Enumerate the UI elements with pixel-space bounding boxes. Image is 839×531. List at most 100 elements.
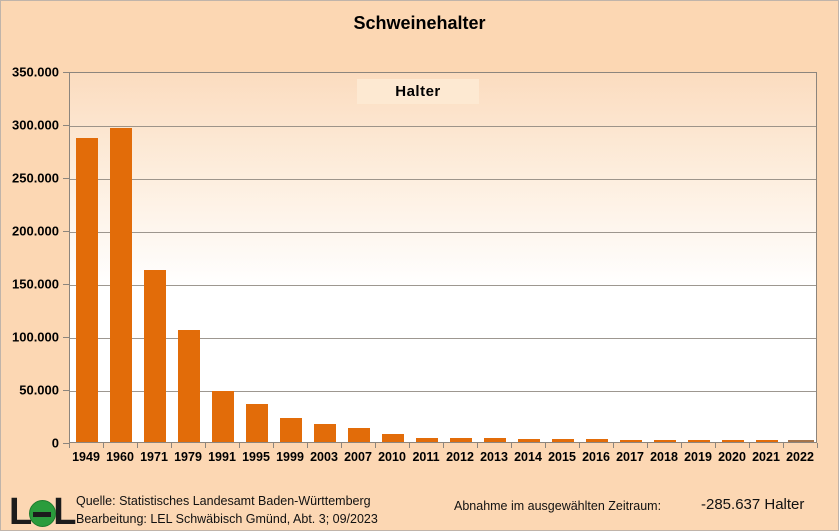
logo-letter-l2: L (53, 490, 77, 531)
bar-2015 (552, 439, 574, 442)
bar-2017 (620, 440, 642, 442)
x-label-1971: 1971 (140, 450, 168, 464)
x-tick (443, 443, 444, 448)
bar-2003 (314, 424, 336, 442)
x-tick (69, 443, 70, 448)
y-tick (63, 125, 69, 126)
bar-2011 (416, 438, 438, 442)
bar-1999 (280, 418, 302, 442)
x-tick (749, 443, 750, 448)
x-label-1979: 1979 (174, 450, 202, 464)
x-tick (715, 443, 716, 448)
y-label-250.000: 250.000 (12, 170, 59, 186)
bar-1979 (178, 330, 200, 442)
y-label-100.000: 100.000 (12, 329, 59, 345)
lel-logo: L L (9, 490, 77, 531)
bar-2014 (518, 439, 540, 442)
bar-2007 (348, 428, 370, 442)
y-tick (63, 337, 69, 338)
change-label: Abnahme im ausgewählten Zeitraum: (454, 499, 662, 513)
gridline-250000 (70, 179, 816, 180)
logo-e-icon (29, 500, 57, 527)
x-label-2003: 2003 (310, 450, 338, 464)
x-tick (545, 443, 546, 448)
y-label-300.000: 300.000 (12, 117, 59, 133)
x-label-2021: 2021 (752, 450, 780, 464)
bar-2021 (756, 440, 778, 442)
bar-1960 (110, 128, 132, 442)
gridline-100000 (70, 338, 816, 339)
bar-1991 (212, 391, 234, 442)
legend: Halter (357, 79, 479, 104)
y-tick (63, 443, 69, 444)
x-label-2016: 2016 (582, 450, 610, 464)
bar-2020 (722, 440, 744, 442)
x-tick (273, 443, 274, 448)
y-tick (63, 284, 69, 285)
gridline-300000 (70, 126, 816, 127)
x-label-2010: 2010 (378, 450, 406, 464)
x-label-2007: 2007 (344, 450, 372, 464)
bar-1949 (76, 138, 98, 442)
x-label-1960: 1960 (106, 450, 134, 464)
x-tick (307, 443, 308, 448)
y-tick (63, 72, 69, 73)
y-label-350.000: 350.000 (12, 64, 59, 80)
x-tick (137, 443, 138, 448)
y-tick (63, 231, 69, 232)
y-label-150.000: 150.000 (12, 276, 59, 292)
x-label-2011: 2011 (412, 450, 440, 464)
gridline-150000 (70, 285, 816, 286)
y-tick (63, 390, 69, 391)
x-tick (103, 443, 104, 448)
x-label-2022: 2022 (786, 450, 814, 464)
x-tick (171, 443, 172, 448)
x-label-2020: 2020 (718, 450, 746, 464)
x-tick (341, 443, 342, 448)
x-tick (205, 443, 206, 448)
x-tick (613, 443, 614, 448)
x-tick (375, 443, 376, 448)
bar-1971 (144, 270, 166, 442)
gridline-50000 (70, 391, 816, 392)
bar-2012 (450, 438, 472, 442)
chart-title: Schweinehalter (353, 13, 486, 33)
bar-2022 (788, 440, 814, 442)
x-tick (681, 443, 682, 448)
plot-area: Halter (69, 72, 817, 443)
source-line-1: Quelle: Statistisches Landesamt Baden-Wü… (76, 494, 371, 508)
x-tick (511, 443, 512, 448)
x-label-2012: 2012 (446, 450, 474, 464)
x-tick (817, 443, 818, 448)
x-label-2018: 2018 (650, 450, 678, 464)
x-label-1995: 1995 (242, 450, 270, 464)
x-label-2017: 2017 (616, 450, 644, 464)
x-label-2014: 2014 (514, 450, 542, 464)
x-tick (239, 443, 240, 448)
x-tick (647, 443, 648, 448)
logo-letter-l1: L (9, 490, 33, 531)
source-line-2: Bearbeitung: LEL Schwäbisch Gmünd, Abt. … (76, 511, 378, 526)
legend-label: Halter (395, 83, 441, 100)
y-label-200.000: 200.000 (12, 223, 59, 239)
bar-2010 (382, 434, 404, 442)
x-tick (783, 443, 784, 448)
x-label-2013: 2013 (480, 450, 508, 464)
source-block: Quelle: Statistisches Landesamt Baden-Wü… (76, 493, 378, 528)
x-label-2019: 2019 (684, 450, 712, 464)
x-tick (579, 443, 580, 448)
bar-2018 (654, 440, 676, 442)
gridline-200000 (70, 232, 816, 233)
bar-1995 (246, 404, 268, 442)
x-label-1949: 1949 (72, 450, 100, 464)
x-label-2015: 2015 (548, 450, 576, 464)
bar-2016 (586, 439, 608, 442)
y-label-50.000: 50.000 (19, 382, 59, 398)
y-tick (63, 178, 69, 179)
bar-2013 (484, 438, 506, 442)
x-tick (409, 443, 410, 448)
x-label-1991: 1991 (208, 450, 236, 464)
change-value: -285.637 Halter (701, 496, 805, 513)
y-label-0: 0 (51, 435, 59, 451)
